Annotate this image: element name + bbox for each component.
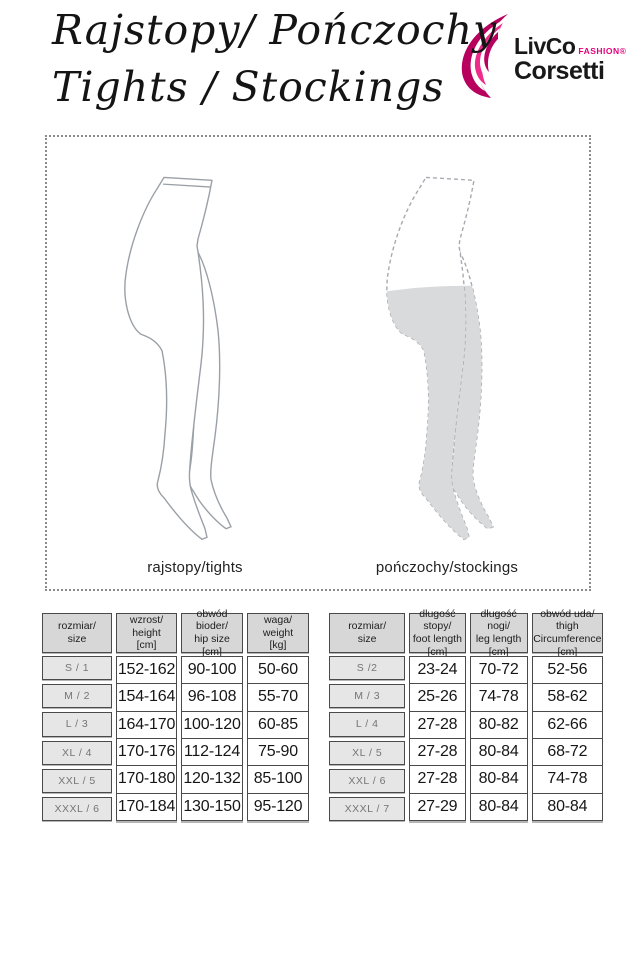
size-cell: XXL / 6 [329,768,406,793]
value-cell: 170-180 [117,766,176,794]
size-cell: XL / 5 [329,740,406,765]
value-cell: 60-85 [248,712,308,739]
table-column: obwód uda/ thigh Circumference [cm] 52-56… [531,607,603,821]
page-title-line2: Tights / Stockings [52,63,445,111]
value-cell: 52-56 [532,657,602,685]
value-cell: 70-72 [470,657,527,685]
size-cell: S /2 [329,656,406,681]
tights-size-table: rozmiar/ size S / 1 M / 2 L / 3 XL / 4 XXL / … [42,608,309,822]
livco-swirl-icon [461,14,508,98]
value-cell: 23-24 [410,657,465,685]
value-cell: 25-26 [410,684,465,712]
table-column: rozmiar/ size S /2 M / 3 L / 4 XL / 5 XXL / 6… [329,613,406,822]
value-cell: 96-108 [182,684,242,712]
value-cell: 55-70 [248,684,308,712]
logo-brand-livco: LivCo [514,33,576,59]
size-cell: M / 2 [42,684,112,709]
value-cell: 130-150 [183,797,241,815]
table-column: długość stopy/ foot length [cm] 23-24 25-2… [409,608,466,821]
value-cell: 120-132 [182,766,242,794]
livco-corsetti-logo: LivCo FASHION® Corsetti [452,14,634,100]
column-header-cell: waga/ weight [kg] [247,613,309,653]
size-cell: XXXL / 7 [329,796,406,822]
value-cell: 27-28 [410,739,465,767]
value-cell: 152-162 [117,657,176,685]
column-header-cell: obwód uda/ thigh Circumference [cm] [531,607,603,658]
figure-panel: rajstopy/tights pończochy/stockings [45,135,591,591]
page-title: Rajstopy/ Pończochy Tights / Stockings [52,2,498,116]
column-header-cell: rozmiar/ size [42,613,112,653]
value-cell: 74-78 [532,766,602,794]
value-cell: 80-82 [470,712,527,739]
stockings-label: pończochy/stockings [375,559,519,576]
table-column: waga/ weight [kg] 50-60 55-70 60-85 75-90 85-… [247,613,309,821]
column-header-cell: rozmiar/ size [329,613,406,653]
stocking-front-leg [386,176,475,540]
logo-text: LivCo FASHION® Corsetti [514,35,626,84]
tights-illustration [124,176,232,540]
stockings-size-table: rozmiar/ size S /2 M / 3 L / 4 XL / 5 XXL / 6… [329,607,603,822]
value-cell: 80-84 [470,739,527,767]
value-cell: 80-84 [470,766,527,794]
value-cell: 75-90 [248,739,308,767]
value-cell: 100-120 [182,712,242,739]
value-cell: 112-124 [182,739,242,767]
size-cell: XXL / 5 [42,768,112,793]
page-title-line1: Rajstopy/ Pończochy [52,6,498,54]
value-cell: 90-100 [182,657,242,685]
table-column: wzrost/ height [cm] 152-162 154-164 164-170… [116,613,177,821]
stockings-illustration [386,176,494,540]
size-cell: XL / 4 [42,740,112,765]
column-header-cell: wzrost/ height [cm] [116,613,177,653]
value-cell: 68-72 [532,739,602,767]
table-column: rozmiar/ size S / 1 M / 2 L / 3 XL / 4 XXL / … [42,613,112,822]
value-cell: 27-28 [410,712,465,739]
table-column: obwód bioder/ hip size [cm] 90-100 96-108 1… [181,608,243,821]
value-cell: 170-184 [117,797,176,815]
logo-brand-fashion: FASHION® [578,46,627,56]
size-cell: XXXL / 6 [42,796,112,822]
size-cell: L / 3 [42,712,112,737]
value-cell: 50-60 [248,657,308,685]
value-cell: 58-62 [532,684,602,712]
value-cell: 85-100 [248,766,308,794]
size-cell: S / 1 [42,656,112,681]
column-header-cell: długość stopy/ foot length [cm] [409,608,466,658]
value-cell: 170-176 [117,739,176,767]
tights-label: rajstopy/tights [147,559,243,576]
column-header-cell: obwód bioder/ hip size [cm] [181,608,243,658]
value-cell: 164-170 [117,712,176,739]
value-cell: 95-120 [253,797,303,815]
size-cell: L / 4 [329,712,406,737]
value-cell: 80-84 [478,797,519,815]
table-column: długość nogi/ leg length [cm] 70-72 74-78 8… [469,608,528,821]
value-cell: 62-66 [532,712,602,739]
value-cell: 74-78 [470,684,527,712]
logo-brand-corsetti: Corsetti [514,57,605,85]
value-cell: 27-29 [417,797,458,815]
column-header-cell: długość nogi/ leg length [cm] [469,608,528,658]
size-cell: M / 3 [329,684,406,709]
value-cell: 27-28 [410,766,465,794]
value-cell: 80-84 [547,797,588,815]
value-cell: 154-164 [117,684,176,712]
